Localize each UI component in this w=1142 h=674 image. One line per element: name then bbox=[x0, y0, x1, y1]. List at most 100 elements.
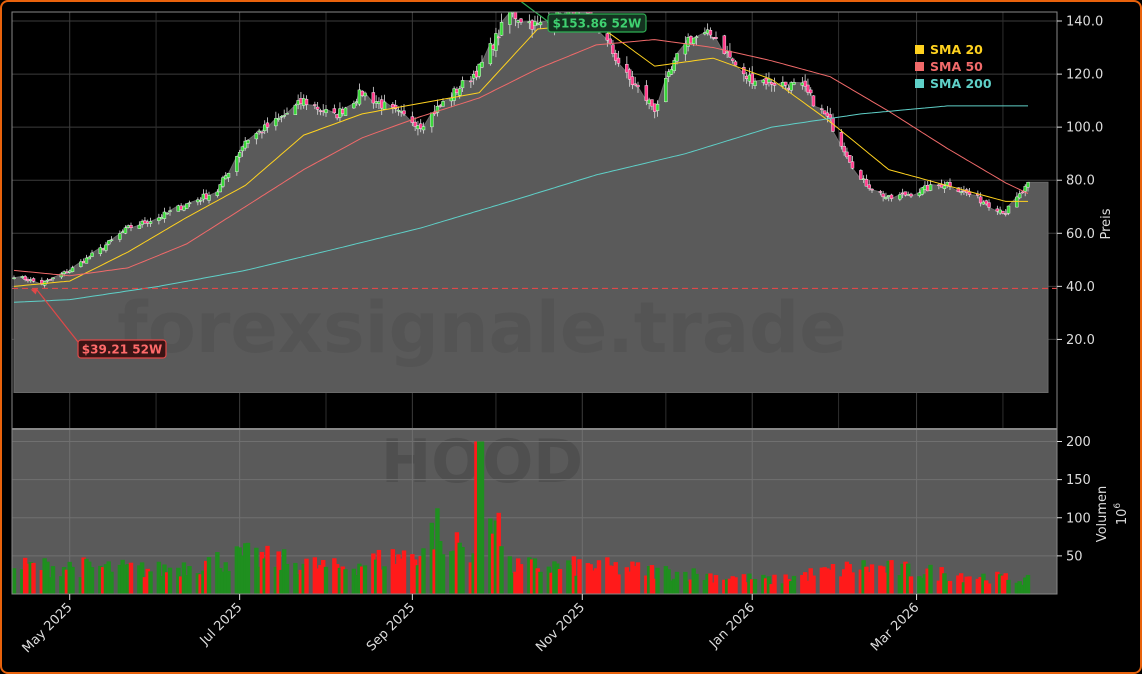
volume-bar-down bbox=[652, 578, 657, 594]
candle-down bbox=[380, 99, 384, 109]
volume-bar-down bbox=[616, 574, 621, 594]
candle-down bbox=[1001, 210, 1005, 214]
candle-up bbox=[1026, 181, 1030, 188]
volume-bar-down bbox=[750, 579, 755, 594]
volume-bar-down bbox=[198, 574, 203, 594]
candle-up bbox=[137, 224, 142, 229]
volume-bar-up bbox=[917, 576, 922, 594]
volume-bar-up bbox=[471, 553, 476, 594]
candle-up bbox=[237, 152, 242, 158]
volume-bar-up bbox=[666, 569, 671, 594]
candle-down bbox=[870, 188, 874, 191]
candle-up bbox=[226, 173, 231, 178]
candle-up bbox=[90, 252, 94, 257]
volume-bar-up bbox=[184, 575, 189, 594]
volume-bar-down bbox=[808, 568, 813, 594]
volume-bar-up bbox=[70, 566, 75, 594]
legend-swatch bbox=[915, 45, 924, 54]
volume-bar-down bbox=[577, 559, 582, 594]
candle-up bbox=[338, 108, 342, 118]
volume-bar-up bbox=[538, 571, 543, 594]
volume-bar-up bbox=[354, 574, 359, 594]
candle-down bbox=[318, 110, 323, 112]
volume-bar-down bbox=[613, 562, 618, 594]
volume-bar-up bbox=[566, 560, 571, 594]
date-tick-label: Jan 2026 bbox=[706, 600, 758, 652]
volume-bar-down bbox=[986, 583, 992, 594]
volume-bar-up bbox=[215, 552, 220, 594]
candle-up bbox=[666, 71, 671, 77]
legend-swatch bbox=[915, 62, 924, 71]
candle-up bbox=[458, 88, 462, 96]
volume-bar-up bbox=[435, 508, 440, 594]
volume-bar-up bbox=[691, 568, 696, 594]
volume-bar-up bbox=[761, 574, 766, 594]
volume-bar-down bbox=[31, 562, 36, 594]
volume-bar-down bbox=[727, 578, 733, 594]
volume-bar-up bbox=[262, 558, 267, 594]
candle-up bbox=[959, 191, 963, 193]
candle-up bbox=[12, 277, 16, 279]
volume-tick-label: 50 bbox=[1066, 549, 1083, 564]
price-tick-label: 140.0 bbox=[1066, 15, 1103, 30]
volume-bar-up bbox=[451, 550, 457, 594]
volume-bar-down bbox=[722, 579, 727, 594]
volume-bar-down bbox=[1000, 575, 1006, 594]
volume-bar-up bbox=[120, 559, 125, 594]
candle-up bbox=[494, 33, 498, 51]
volume-bar-up bbox=[243, 543, 248, 594]
volume-bar-down bbox=[635, 562, 641, 594]
volume-bar-up bbox=[997, 574, 1003, 594]
volume-bar-down bbox=[802, 572, 808, 594]
volume-bar-down bbox=[800, 575, 805, 594]
candle-up bbox=[235, 156, 239, 172]
volume-bar-down bbox=[975, 578, 981, 594]
candle-up bbox=[675, 53, 679, 62]
volume-bar-up bbox=[1017, 581, 1022, 594]
candle-up bbox=[276, 118, 281, 120]
volume-bar-down bbox=[713, 575, 719, 594]
volume-bar-up bbox=[886, 560, 891, 594]
volume-bar-up bbox=[343, 569, 348, 594]
volume-bar-down bbox=[513, 571, 518, 594]
candle-up bbox=[441, 101, 445, 107]
volume-bar-down bbox=[594, 568, 599, 594]
candle-up bbox=[263, 124, 267, 132]
candle-up bbox=[352, 103, 356, 109]
volume-bar-down bbox=[332, 558, 337, 594]
volume-bar-down bbox=[128, 562, 134, 594]
volume-bar-up bbox=[59, 576, 64, 594]
candle-up bbox=[1006, 205, 1011, 214]
volume-bar-down bbox=[783, 574, 788, 594]
date-tick-label: Mar 2026 bbox=[868, 600, 922, 654]
volume-bar-up bbox=[48, 577, 53, 594]
volume-bar-up bbox=[137, 565, 142, 594]
candle-up bbox=[176, 205, 181, 212]
volume-bar-down bbox=[39, 569, 45, 594]
price-axis-label: Preis bbox=[1099, 208, 1114, 239]
candle-down bbox=[586, 12, 590, 14]
watermark-site: forexsignale.trade bbox=[117, 287, 846, 369]
candle-up bbox=[747, 74, 752, 82]
volume-bar-up bbox=[429, 522, 435, 594]
candle-down bbox=[926, 185, 930, 192]
volume-axis-label: Volumen bbox=[1095, 486, 1110, 543]
volume-bar-down bbox=[321, 559, 326, 594]
candle-up bbox=[296, 100, 300, 105]
candle-down bbox=[627, 69, 632, 80]
candle-up bbox=[686, 37, 690, 47]
candle-down bbox=[822, 110, 827, 115]
candle-down bbox=[909, 193, 913, 197]
volume-bar-down bbox=[418, 556, 423, 594]
volume-bar-down bbox=[978, 577, 983, 594]
volume-bar-up bbox=[672, 578, 677, 594]
volume-bar-up bbox=[301, 563, 306, 594]
candle-down bbox=[616, 57, 621, 64]
volume-bar-down bbox=[763, 578, 769, 594]
candle-down bbox=[750, 73, 754, 84]
candle-up bbox=[377, 101, 381, 104]
volume-bar-down bbox=[805, 580, 811, 594]
candle-up bbox=[107, 240, 111, 245]
volume-bar-up bbox=[906, 563, 911, 594]
candle-down bbox=[611, 44, 615, 55]
